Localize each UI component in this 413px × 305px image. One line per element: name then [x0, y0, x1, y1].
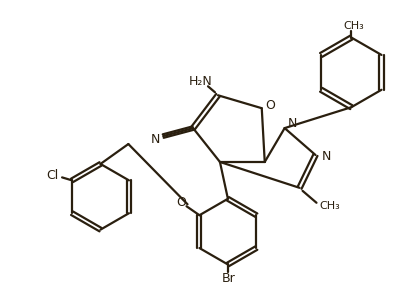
Text: H₂N: H₂N [189, 75, 212, 88]
Text: O: O [176, 196, 186, 209]
Text: N: N [150, 133, 159, 145]
Text: CH₃: CH₃ [319, 201, 339, 211]
Text: N: N [287, 117, 297, 130]
Text: N: N [321, 150, 330, 163]
Text: Br: Br [221, 272, 235, 285]
Text: O: O [264, 99, 274, 112]
Text: CH₃: CH₃ [342, 20, 363, 31]
Text: Cl: Cl [46, 169, 58, 182]
